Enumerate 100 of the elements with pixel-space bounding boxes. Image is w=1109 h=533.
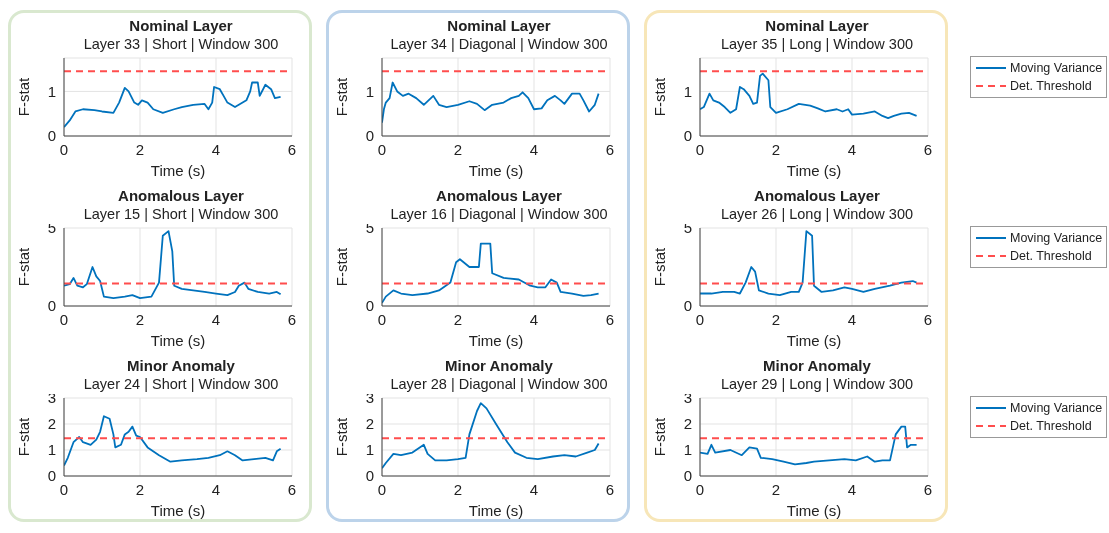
x-tick-label: 6: [605, 140, 615, 158]
y-tick-label: 1: [365, 82, 374, 100]
x-axis-title: Time (s): [150, 502, 206, 519]
legend-label: Det. Threshold: [1010, 419, 1092, 433]
x-tick-label: 2: [135, 310, 145, 328]
x-tick-label: 2: [135, 140, 145, 158]
chart-title: Anomalous Layer: [435, 186, 563, 205]
x-axis-title: Time (s): [786, 502, 842, 519]
y-tick-label: 0: [47, 297, 56, 315]
y-tick-label: 2: [683, 415, 692, 433]
line-series: [64, 415, 282, 467]
x-tick-label: 0: [377, 310, 387, 328]
chart-title: Minor Anomaly: [126, 356, 236, 375]
y-axis-title: F-stat: [15, 417, 33, 457]
x-tick-label: 0: [695, 480, 705, 498]
chart-title: Minor Anomaly: [762, 356, 872, 375]
chart-subtitle: Layer 29 | Long | Window 300: [719, 375, 915, 394]
y-tick-label: 0: [365, 127, 374, 145]
y-tick-label: 2: [47, 415, 56, 433]
x-axis-title: Time (s): [150, 332, 206, 349]
y-tick-label: 1: [47, 441, 56, 459]
x-tick-label: 4: [211, 310, 221, 328]
x-tick-label: 4: [529, 140, 539, 158]
x-tick-label: 6: [923, 140, 933, 158]
x-axis-title: Time (s): [468, 502, 524, 519]
x-axis-title: Time (s): [786, 332, 842, 349]
line-series: [700, 72, 918, 120]
y-tick-label: 0: [683, 297, 692, 315]
y-tick-label: 0: [47, 127, 56, 145]
x-tick-label: 4: [211, 140, 221, 158]
y-tick-label: 1: [683, 82, 692, 100]
x-axis-title: Time (s): [468, 162, 524, 179]
y-axis-title: F-stat: [651, 247, 669, 287]
x-tick-label: 0: [377, 480, 387, 498]
x-tick-label: 2: [771, 310, 781, 328]
chart-subtitle: Layer 34 | Diagonal | Window 300: [389, 35, 609, 54]
y-tick-label: 1: [47, 82, 56, 100]
chart-subtitle: Layer 33 | Short | Window 300: [82, 35, 280, 54]
x-tick-label: 4: [847, 140, 857, 158]
chart-title: Anomalous Layer: [753, 186, 881, 205]
legend-label: Moving Variance: [1010, 231, 1103, 245]
line-series: [64, 81, 282, 128]
chart-title: Anomalous Layer: [117, 186, 245, 205]
y-tick-label: 0: [365, 297, 374, 315]
x-tick-label: 6: [287, 310, 297, 328]
x-tick-label: 2: [771, 480, 781, 498]
y-tick-label: 0: [365, 467, 374, 485]
x-tick-label: 6: [287, 140, 297, 158]
x-tick-label: 0: [377, 140, 387, 158]
x-tick-label: 6: [287, 480, 297, 498]
chart-subtitle: Layer 28 | Diagonal | Window 300: [389, 375, 609, 394]
legend-label: Det. Threshold: [1010, 79, 1092, 93]
x-tick-label: 4: [211, 480, 221, 498]
y-axis-title: F-stat: [15, 77, 33, 117]
y-axis-title: F-stat: [15, 247, 33, 287]
x-axis-title: Time (s): [468, 332, 524, 349]
y-tick-label: 0: [47, 467, 56, 485]
x-tick-label: 2: [135, 480, 145, 498]
y-axis-title: F-stat: [651, 77, 669, 117]
line-series: [382, 242, 600, 304]
chart-subtitle: Layer 26 | Long | Window 300: [719, 205, 915, 224]
x-tick-label: 2: [453, 480, 463, 498]
x-tick-label: 2: [771, 140, 781, 158]
x-tick-label: 4: [529, 310, 539, 328]
x-tick-label: 0: [59, 310, 69, 328]
y-axis-title: F-stat: [651, 417, 669, 457]
chart-subtitle: Layer 16 | Diagonal | Window 300: [389, 205, 609, 224]
x-tick-label: 4: [847, 310, 857, 328]
y-axis-title: F-stat: [333, 77, 351, 117]
x-axis-title: Time (s): [150, 162, 206, 179]
legend-label: Moving Variance: [1010, 401, 1103, 415]
chart-title: Nominal Layer: [128, 16, 234, 35]
x-axis-title: Time (s): [786, 162, 842, 179]
chart-subtitle: Layer 24 | Short | Window 300: [82, 375, 280, 394]
line-series: [382, 402, 600, 470]
x-tick-label: 6: [605, 480, 615, 498]
chart-title: Minor Anomaly: [444, 356, 554, 375]
legend-label: Det. Threshold: [1010, 249, 1092, 263]
y-tick-label: 1: [365, 441, 374, 459]
x-tick-label: 2: [453, 310, 463, 328]
x-tick-label: 0: [59, 140, 69, 158]
x-tick-label: 0: [695, 140, 705, 158]
x-tick-label: 4: [847, 480, 857, 498]
x-tick-label: 2: [453, 140, 463, 158]
y-tick-label: 2: [365, 415, 374, 433]
x-tick-label: 6: [605, 310, 615, 328]
chart-subtitle: Layer 15 | Short | Window 300: [82, 205, 280, 224]
y-tick-label: 0: [683, 467, 692, 485]
y-tick-label: 1: [683, 441, 692, 459]
x-tick-label: 4: [529, 480, 539, 498]
x-tick-label: 6: [923, 310, 933, 328]
x-tick-label: 0: [695, 310, 705, 328]
chart-title: Nominal Layer: [446, 16, 552, 35]
x-tick-label: 0: [59, 480, 69, 498]
line-series: [700, 230, 918, 296]
y-axis-title: F-stat: [333, 417, 351, 457]
chart-subtitle: Layer 35 | Long | Window 300: [719, 35, 915, 54]
chart-title: Nominal Layer: [764, 16, 870, 35]
x-tick-label: 6: [923, 480, 933, 498]
y-tick-label: 0: [683, 127, 692, 145]
